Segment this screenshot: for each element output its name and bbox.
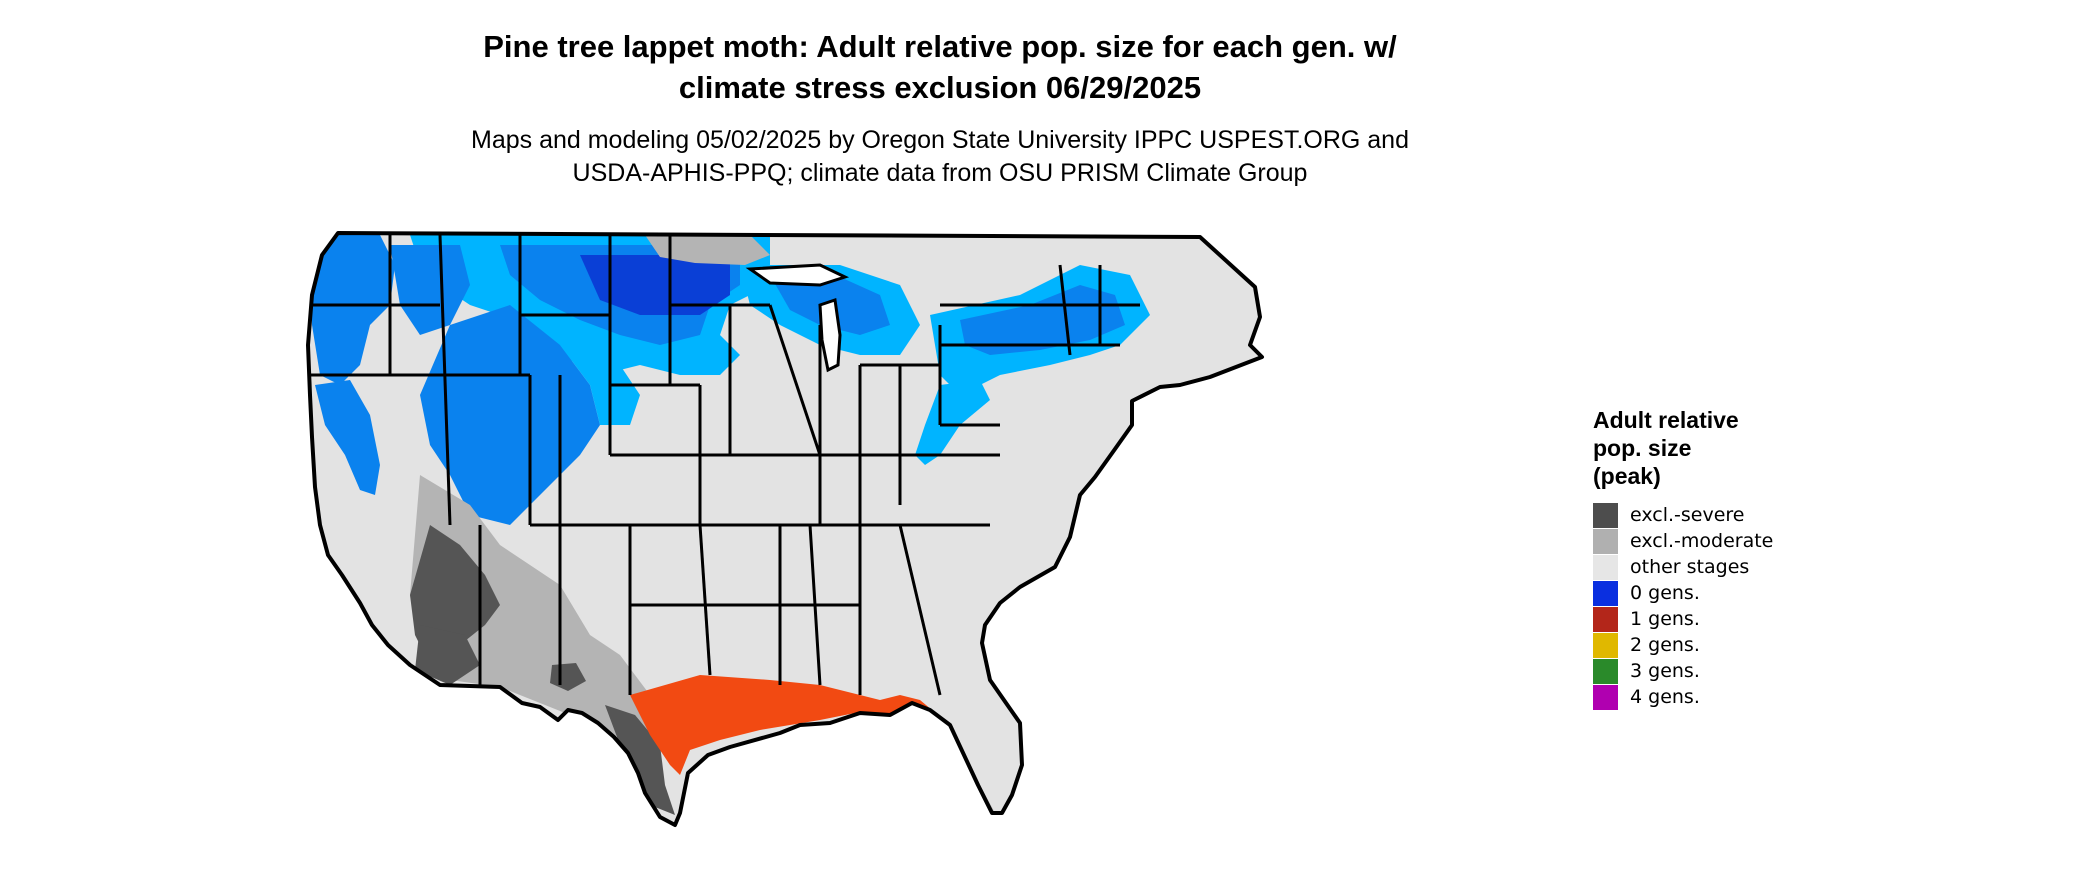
legend-swatch [1593, 528, 1618, 554]
lake-superior [745, 263, 850, 287]
legend-title-line-2: pop. size [1593, 435, 1692, 461]
legend-label: 3 gens. [1630, 660, 1700, 682]
state-borders [310, 234, 1140, 696]
legend-item-4-gens: 4 gens. [1593, 684, 1893, 710]
blue-region-pacific-northwest [310, 235, 395, 385]
legend-swatch [1593, 606, 1618, 632]
grey-region-south-texas-dark [605, 705, 675, 815]
legend-label: other stages [1630, 556, 1750, 578]
map-subtitle: Maps and modeling 05/02/2025 by Oregon S… [0, 124, 1880, 190]
border-line [898, 524, 942, 696]
legend-swatch [1593, 658, 1618, 684]
legend-label: 1 gens. [1630, 608, 1700, 630]
legend-item-1-gens: 1 gens. [1593, 606, 1893, 632]
blue-region-appalachians [915, 380, 990, 465]
legend-label: 0 gens. [1630, 582, 1700, 604]
legend-title: Adult relative pop. size (peak) [1593, 406, 1893, 490]
grey-region-southwest-light [410, 475, 670, 745]
legend-label: excl.-moderate [1630, 530, 1774, 552]
map-subtitle-line-2: USDA-APHIS-PPQ; climate data from OSU PR… [572, 159, 1308, 187]
legend-swatch [1593, 554, 1618, 580]
grey-region-minnesota [645, 235, 770, 265]
blue-region-northern-rockies [390, 245, 470, 335]
legend-swatch [1593, 684, 1618, 710]
legend-title-line-1: Adult relative [1593, 407, 1739, 433]
blue-region-central-rockies-light [560, 345, 640, 425]
border-line [1058, 264, 1072, 356]
legend-item-3-gens: 3 gens. [1593, 658, 1893, 684]
legend-item-other-stages: other stages [1593, 554, 1893, 580]
legend-label: 2 gens. [1630, 634, 1700, 656]
blue-region-rocky-mountains [420, 305, 600, 525]
model-layer [310, 235, 1150, 825]
legend-swatch [1593, 502, 1618, 528]
blue-region-sierra-nevada [315, 380, 380, 495]
legend-item-excl-moderate: excl.-moderate [1593, 528, 1893, 554]
legend-label: 4 gens. [1630, 686, 1700, 708]
legend-title-line-3: (peak) [1593, 463, 1661, 489]
map-title-line-2: climate stress exclusion 06/29/2025 [678, 70, 1202, 105]
legend: Adult relative pop. size (peak) excl.-se… [1593, 406, 1893, 710]
blue-region-northeast-core [960, 285, 1125, 355]
orange-region-gulf-coast [630, 675, 970, 795]
border-line [768, 304, 822, 456]
blue-region-dakotas-dark [580, 255, 730, 315]
legend-swatch [1593, 580, 1618, 606]
map-title-line-1: Pine tree lappet moth: Adult relative po… [483, 29, 1397, 64]
map-subtitle-line-1: Maps and modeling 05/02/2025 by Oregon S… [471, 126, 1409, 154]
border-line [698, 524, 712, 676]
border-line [438, 234, 452, 526]
legend-label: excl.-severe [1630, 504, 1745, 526]
legend-item-2-gens: 2 gens. [1593, 632, 1893, 658]
us-map [306, 231, 1264, 827]
legend-swatch [1593, 632, 1618, 658]
grey-region-arizona-dark [415, 625, 480, 685]
legend-item-excl-severe: excl.-severe [1593, 502, 1893, 528]
legend-item-0-gens: 0 gens. [1593, 580, 1893, 606]
map-title: Pine tree lappet moth: Adult relative po… [0, 26, 1880, 108]
lake-michigan [818, 298, 842, 373]
